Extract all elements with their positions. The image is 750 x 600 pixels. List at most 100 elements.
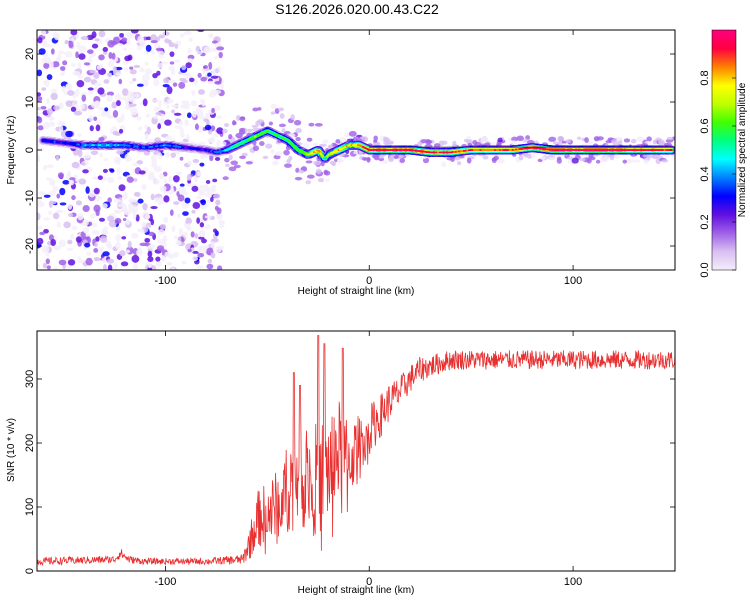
spectrogram-noise-speck [103,226,108,235]
spectrogram-noise-speck [71,195,76,201]
spectrogram-x-ticks: -100 0 100 [154,30,582,287]
spectrogram-halo-speck [366,156,371,163]
spectrogram-noise-speck [209,136,216,142]
spectrogram-noise-speck [73,110,82,116]
spectrogram-noise-speck [97,87,105,95]
spectrogram-noise-speck [93,248,99,253]
spectrogram-halo-speck [312,142,319,147]
spectrogram-noise-speck [194,233,199,239]
spectrogram-noise-speck [185,72,192,79]
spectrogram-noise-speck [46,108,54,115]
spectrogram-noise-speck [56,193,61,199]
spectrogram-halo-speck [526,140,535,144]
spectrogram-noise-speck [177,186,186,194]
spectrogram-noise-speck [145,44,152,52]
spectrogram-noise-speck [185,217,192,225]
spectrogram-noise-speck [142,98,148,107]
spectrogram-noise-speck [45,258,50,265]
spectrogram-noise-speck [67,170,72,177]
spectrogram-noise-speck [114,209,120,214]
snr-y-tick-label: 200 [24,434,36,452]
spectrogram-noise-speck [107,197,112,204]
spectrogram-noise-speck [43,217,50,221]
colorbar-tick-label: 0.4 [699,166,711,181]
spectrogram-noise-speck [92,176,98,180]
spectrogram-halo-speck [251,124,259,128]
spectrogram-noise-speck [199,230,205,238]
spectrogram-halo-speck [646,136,652,142]
spectrogram-noise-speck [146,126,152,135]
spectrogram-noise-speck [179,120,184,126]
spectrogram-noise-speck [41,87,47,91]
spectrogram-noise-speck [98,217,106,222]
spectrogram-noise-speck [40,105,47,110]
spectrogram-noise-speck [83,62,91,66]
spectrogram-noise-speck [160,113,165,118]
spectrogram-halo-speck [240,116,246,120]
spectrogram-halo-speck [225,163,230,167]
spectrogram-halo-speck [306,174,315,179]
spectrogram-noise-speck [80,104,86,110]
spectrogram-halo-speck [556,156,562,161]
spectrogram-noise-speck [210,196,214,203]
spectrogram-noise-speck [180,104,187,109]
spectrogram-noise-speck [91,31,97,39]
spectrogram-noise-speck [216,46,225,51]
spectrogram-noise-speck [174,125,182,129]
spectrogram-noise-speck [85,257,93,266]
spectrogram-noise-speck [108,52,113,59]
spectrogram-noise-speck [186,112,192,119]
spectrogram-noise-speck [147,250,153,258]
spectrogram-noise-speck [48,210,53,216]
spectrogram-noise-speck [179,33,185,38]
spectrogram-noise-speck [94,82,102,87]
spectrogram-noise-speck [162,171,168,177]
spectrogram-noise-speck [50,48,55,55]
spectrogram-halo-speck [222,176,229,181]
spectrogram-halo-speck [399,157,406,164]
spectrogram-noise-speck [197,253,205,258]
spectrogram-noise-speck [127,91,135,99]
spectrogram-noise-speck [102,251,110,257]
spectrogram-noise-speck [178,71,183,75]
spectrogram-halo-speck [335,139,341,144]
spectrogram-noise-speck [42,262,48,269]
spectrogram-noise-speck [133,192,141,197]
spectrogram-noise-speck [104,107,109,112]
spectrogram-noise-speck [213,193,221,199]
spectrogram-noise-speck [201,154,209,158]
spectrogram-noise-speck [195,107,201,115]
spectrogram-noise-speck [201,238,207,244]
spectrogram-noise-speck [136,116,142,121]
spectrogram-noise-speck [37,226,43,230]
spectrogram-noise-speck [135,214,140,222]
spectrogram-noise-speck [169,209,174,216]
spectrogram-noise-speck [38,191,46,196]
spectrogram-noise-speck [45,177,52,181]
spectrogram-noise-speck [140,222,147,228]
snr-x-tick-label: -100 [154,576,176,588]
spectrogram-noise-speck [129,69,137,75]
spectrogram-noise-speck [113,262,118,270]
spectrogram-noise-speck [65,83,71,89]
spectrogram-noise-speck [37,201,45,208]
spectrogram-noise-speck [186,182,193,187]
spectrogram-noise-speck [203,186,210,192]
spectrogram-noise-speck [181,100,189,105]
spectrogram-noise-speck [53,105,60,111]
spectrogram-noise-speck [39,231,45,236]
spectrogram-noise-speck [98,106,105,111]
spectrogram-halo-speck [466,157,472,164]
spectrogram-halo-speck [472,140,478,145]
spectrogram-noise-speck [106,91,115,96]
spectrogram-halo-speck [279,113,285,119]
spectrogram-halo-speck [286,159,292,164]
spectrogram-halo-speck [221,141,227,146]
spectrogram-noise-speck [53,32,61,41]
spectrogram-halo-speck [616,137,624,141]
spectrogram-noise-speck [124,98,130,106]
spectrogram-noise-speck [168,175,173,183]
spectrogram-y-ticks: -20 -10 0 10 20 [24,48,675,254]
spectrogram-halo-speck [314,123,323,127]
spectrogram-x-tick-label: 100 [564,275,582,287]
